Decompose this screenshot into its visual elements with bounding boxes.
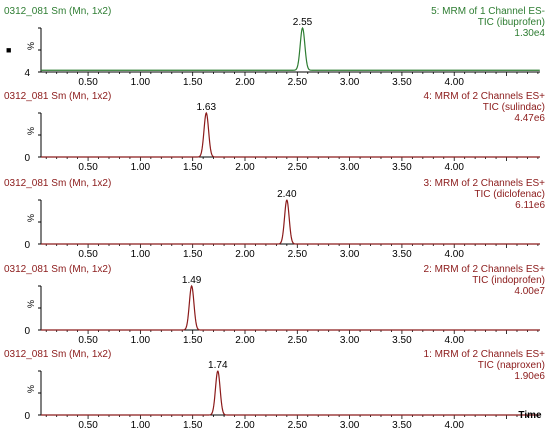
x-tick-label: 2.50 [288, 249, 308, 260]
chromatogram-panel-4: 0312_081 Sm (Mn, 1x2) 2: MRM of 2 Channel… [4, 264, 545, 346]
x-tick-label: 0.50 [78, 335, 98, 346]
x-tick-label: 1.50 [183, 162, 203, 173]
x-tick-label: 3.50 [392, 335, 412, 346]
x-tick-label: 3.00 [340, 335, 360, 346]
x-tick-label: 0.50 [78, 420, 98, 431]
chromatogram-panel-2: 0312_081 Sm (Mn, 1x2) 4: MRM of 2 Channel… [4, 91, 545, 173]
x-tick-label: 2.50 [288, 335, 308, 346]
x-tick-label: 4.00 [444, 335, 464, 346]
x-tick-label: 1.50 [183, 249, 203, 260]
peak-retention-label: 1.63 [197, 102, 217, 113]
intensity-label: 1.30e4 [514, 28, 545, 39]
x-tick-label: 2.00 [235, 162, 255, 173]
x-tick-label: 1.50 [183, 420, 203, 431]
chromatogram-trace [41, 111, 540, 158]
channel-label: 4: MRM of 2 Channels ES+ [424, 91, 546, 102]
channel-label: 1: MRM of 2 Channels ES+ [424, 349, 546, 360]
x-tick-label: 3.50 [392, 77, 412, 88]
compound-label: TIC (sulindac) [483, 102, 545, 113]
x-tick-label: 4.00 [444, 249, 464, 260]
x-tick-label: 3.00 [340, 249, 360, 260]
square-marker-icon: ■ [6, 45, 11, 55]
x-tick-label: 2.50 [288, 77, 308, 88]
x-tick-label: 3.50 [392, 162, 412, 173]
y-axis-min-label: 4 [24, 68, 30, 79]
chromatogram-panel-3: 0312_081 Sm (Mn, 1x2) 3: MRM of 2 Channel… [4, 178, 545, 260]
x-tick-label: 2.00 [235, 335, 255, 346]
sample-id-label: 0312_081 Sm (Mn, 1x2) [4, 91, 111, 102]
x-tick-label: 1.00 [131, 162, 151, 173]
y-axis-percent-label: % [26, 42, 36, 50]
peak-retention-label: 2.55 [293, 17, 313, 28]
x-tick-label: 4.00 [444, 162, 464, 173]
channel-label: 5: MRM of 1 Channel ES- [431, 6, 545, 17]
y-axis-min-label: 0 [24, 153, 30, 164]
x-tick-label: 1.00 [131, 77, 151, 88]
channel-label: 3: MRM of 2 Channels ES+ [424, 178, 546, 189]
x-tick-label: 2.50 [288, 162, 308, 173]
x-tick-label: 1.50 [183, 77, 203, 88]
x-tick-label: 3.00 [340, 420, 360, 431]
chromatogram-trace [41, 284, 540, 331]
x-tick-label: 2.00 [235, 420, 255, 431]
sample-id-label: 0312_081 Sm (Mn, 1x2) [4, 349, 111, 360]
compound-label: TIC (indoprofen) [472, 275, 545, 286]
chromatogram-trace [41, 370, 540, 416]
x-tick-label: 1.50 [183, 335, 203, 346]
x-tick-label: 2.00 [235, 249, 255, 260]
x-tick-label: 1.00 [131, 420, 151, 431]
intensity-label: 4.47e6 [514, 113, 545, 124]
intensity-label: 6.11e6 [515, 200, 545, 211]
chromatogram-panel-1: 0312_081 Sm (Mn, 1x2) 5: MRM of 1 Channel… [4, 6, 545, 88]
chromatogram-trace [41, 26, 540, 71]
chromatogram-trace [41, 199, 540, 245]
x-tick-label: 3.50 [392, 420, 412, 431]
peak-retention-label: 1.74 [208, 360, 228, 371]
x-tick-label: 1.00 [131, 249, 151, 260]
x-tick-label: 0.50 [78, 77, 98, 88]
intensity-label: 1.90e6 [514, 371, 545, 382]
x-tick-label: 4.00 [444, 420, 464, 431]
peak-retention-label: 1.49 [182, 275, 202, 286]
x-tick-label: 2.50 [288, 420, 308, 431]
x-tick-label: 4.00 [444, 77, 464, 88]
y-axis-min-label: 0 [24, 240, 30, 251]
y-axis-percent-label: % [26, 127, 36, 135]
intensity-label: 4.00e7 [514, 286, 545, 297]
x-tick-label: 0.50 [78, 162, 98, 173]
sample-id-label: 0312_081 Sm (Mn, 1x2) [4, 178, 111, 189]
y-axis-min-label: 0 [24, 411, 30, 422]
y-axis-percent-label: % [26, 385, 36, 393]
sample-id-label: 0312_081 Sm (Mn, 1x2) [4, 6, 111, 17]
x-tick-label: 2.00 [235, 77, 255, 88]
x-tick-label: 3.00 [340, 77, 360, 88]
y-axis-percent-label: % [26, 214, 36, 222]
compound-label: TIC (ibuprofen) [478, 17, 545, 28]
y-axis-min-label: 0 [24, 326, 30, 337]
chromatogram-panel-5: 0312_081 Sm (Mn, 1x2) 1: MRM of 2 Channel… [4, 349, 545, 431]
x-tick-label: 1.00 [131, 335, 151, 346]
sample-id-label: 0312_081 Sm (Mn, 1x2) [4, 264, 111, 275]
peak-retention-label: 2.40 [277, 189, 297, 200]
compound-label: TIC (diclofenac) [474, 189, 545, 200]
channel-label: 2: MRM of 2 Channels ES+ [424, 264, 546, 275]
compound-label: TIC (naproxen) [478, 360, 545, 371]
x-tick-label: 3.00 [340, 162, 360, 173]
y-axis-percent-label: % [26, 300, 36, 308]
x-tick-label: 0.50 [78, 249, 98, 260]
x-axis-title: Time [518, 410, 542, 421]
x-tick-label: 3.50 [392, 249, 412, 260]
